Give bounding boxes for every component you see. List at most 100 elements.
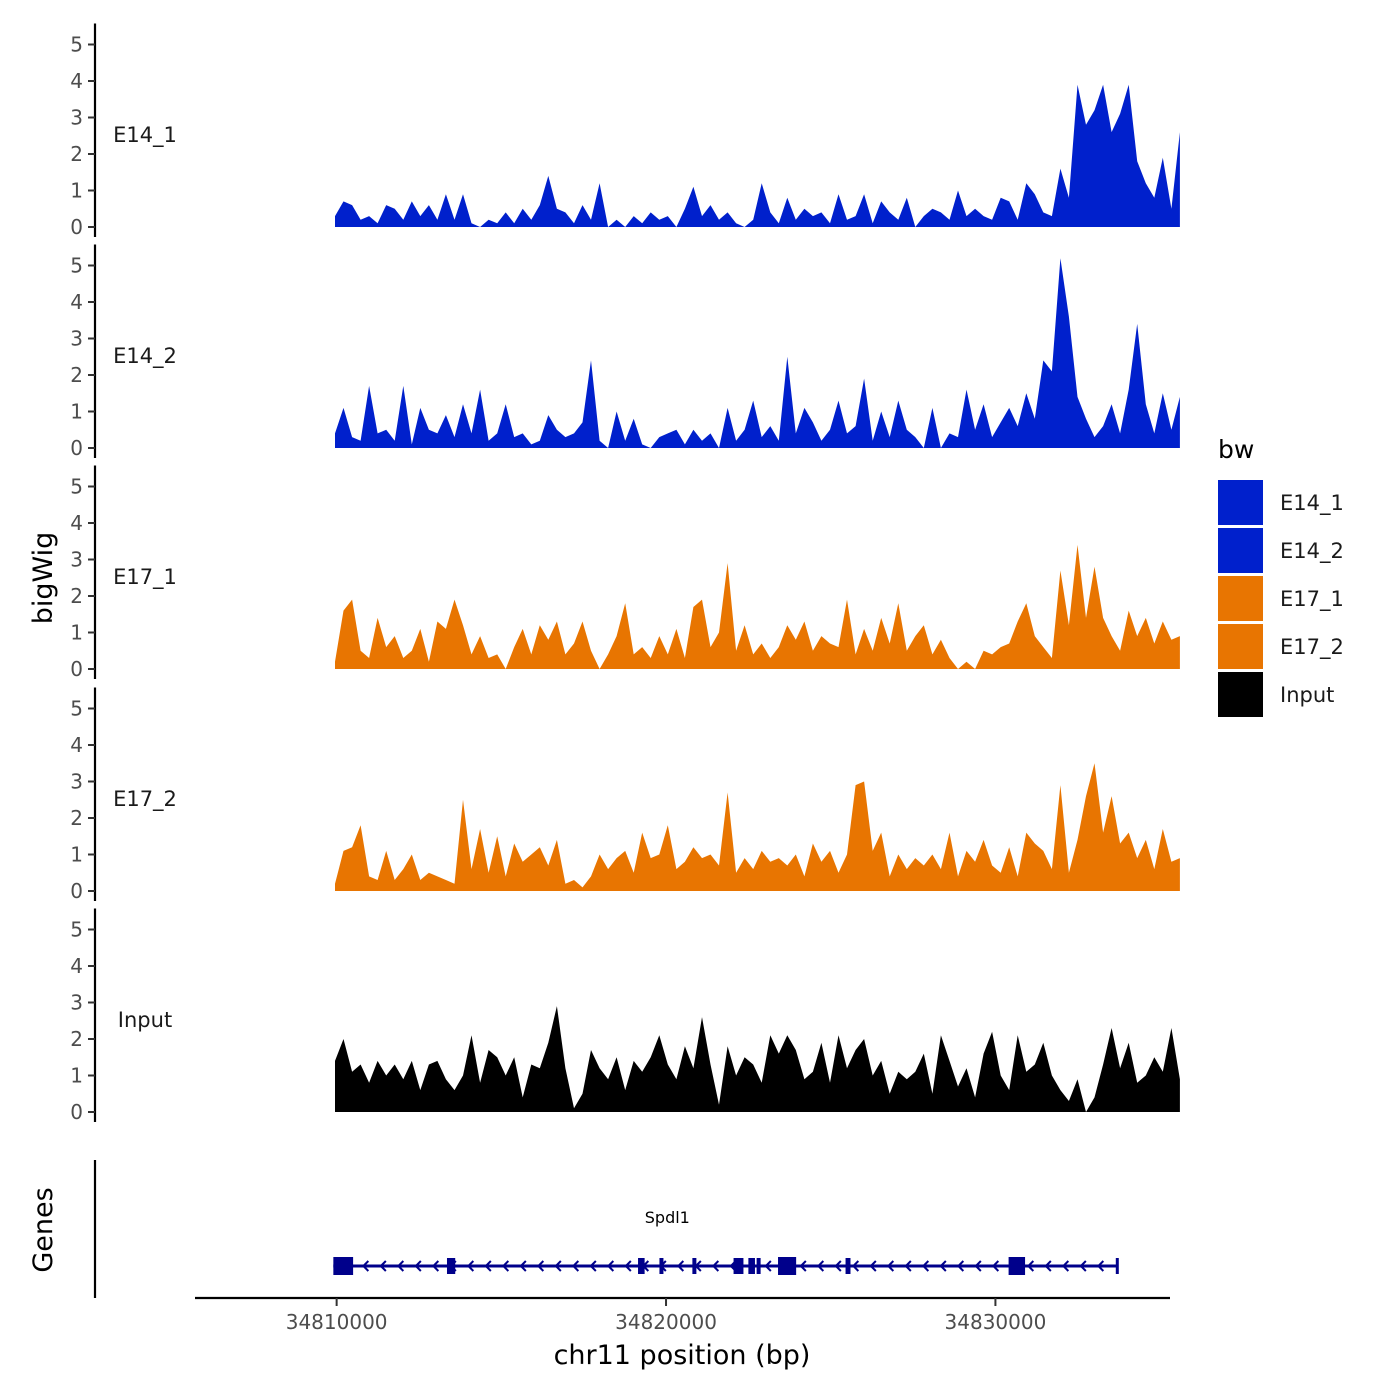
y-tick-label: 4 <box>70 954 83 978</box>
x-tick-label: 34810000 <box>286 1310 388 1334</box>
strand-arrow <box>939 1260 947 1272</box>
strand-arrow <box>501 1260 510 1272</box>
legend-label: E17_2 <box>1280 635 1344 660</box>
coverage-area <box>335 1006 1180 1112</box>
track-e14-2: 0 1 2 3 4 5 E14_2 <box>70 244 1180 460</box>
track-e17-1: 0 1 2 3 4 5 E17_1 <box>70 465 1180 681</box>
legend-swatch <box>1218 624 1263 669</box>
gene-exon <box>692 1258 697 1274</box>
strand-arrow <box>956 1260 965 1272</box>
y-tick-label: 2 <box>70 363 83 387</box>
legend-item-e17-2: E17_2 <box>1218 624 1344 669</box>
x-tick-label: 34830000 <box>945 1310 1047 1334</box>
y-tick-label: 2 <box>70 584 83 608</box>
y-tick-label: 1 <box>70 179 83 203</box>
gene-exon <box>659 1258 664 1274</box>
gene-exon <box>638 1258 645 1274</box>
gene-exon <box>756 1258 761 1274</box>
y-tick-label: 4 <box>70 69 83 93</box>
legend-swatch <box>1218 480 1263 525</box>
y-tick-label: 0 <box>70 436 83 460</box>
y-tick-label: 5 <box>70 697 83 721</box>
legend-label: E17_1 <box>1280 587 1344 612</box>
track-label: E17_1 <box>113 565 177 590</box>
strand-arrow <box>921 1260 930 1272</box>
legend-label: Input <box>1280 683 1334 707</box>
strand-arrow <box>764 1260 772 1272</box>
gene-exon <box>333 1257 354 1275</box>
strand-arrow <box>974 1260 982 1272</box>
strand-arrow <box>676 1260 685 1272</box>
strand-arrow <box>799 1260 807 1272</box>
gene-label: Spdl1 <box>645 1208 690 1227</box>
gene-exon <box>778 1257 797 1275</box>
track-input: 0 1 2 3 4 5 Input <box>70 908 1180 1124</box>
legend-swatch <box>1218 576 1263 621</box>
strand-arrow <box>589 1260 597 1272</box>
legend: bw E14_1 E14_2 E17_1 E17_2 Input <box>1218 435 1344 717</box>
strand-arrow <box>1026 1260 1035 1272</box>
track-label: Input <box>118 1008 172 1032</box>
y-tick-label: 1 <box>70 621 83 645</box>
strand-arrow <box>886 1260 895 1272</box>
gene-exon <box>845 1258 851 1274</box>
y-tick-label: 4 <box>70 511 83 535</box>
track-e14-1: 0 1 2 3 4 5 E14_1 <box>70 23 1180 239</box>
strand-arrow <box>1079 1260 1087 1272</box>
y-tick-label: 3 <box>70 991 83 1015</box>
y-tick-label: 0 <box>70 879 83 903</box>
strand-arrow <box>484 1260 492 1272</box>
y-tick-label: 5 <box>70 254 83 278</box>
strand-arrow <box>571 1260 580 1272</box>
y-tick-label: 0 <box>70 657 83 681</box>
strand-arrow <box>414 1260 422 1272</box>
track-e17-2: 0 1 2 3 4 5 E17_2 <box>70 687 1180 903</box>
genes-axis-title: Genes <box>28 1187 59 1272</box>
y-tick-label: 3 <box>70 327 83 351</box>
strand-arrow <box>816 1260 825 1272</box>
y-tick-label: 3 <box>70 770 83 794</box>
y-tick-label: 5 <box>70 33 83 57</box>
y-tick-label: 0 <box>70 1100 83 1124</box>
coverage-area <box>335 763 1180 891</box>
y-axis-title: bigWig <box>28 532 59 625</box>
strand-arrow <box>711 1260 720 1272</box>
y-tick-label: 1 <box>70 400 83 424</box>
y-tick-label: 0 <box>70 215 83 239</box>
strand-arrow <box>379 1260 387 1272</box>
strand-arrow <box>554 1260 562 1272</box>
strand-arrow <box>536 1260 545 1272</box>
x-axis: 34810000 34820000 34830000 chr11 position (… <box>195 1296 1170 1371</box>
strand-arrow <box>834 1260 842 1272</box>
legend-item-e17-1: E17_1 <box>1218 576 1344 621</box>
strand-arrow <box>466 1260 475 1272</box>
y-tick-label: 1 <box>70 1064 83 1088</box>
track-label: E14_2 <box>113 344 177 369</box>
y-tick-label: 4 <box>70 733 83 757</box>
y-tick-label: 4 <box>70 290 83 314</box>
y-tick-label: 2 <box>70 806 83 830</box>
legend-item-e14-2: E14_2 <box>1218 528 1344 573</box>
x-tick-label: 34820000 <box>615 1310 717 1334</box>
y-tick-label: 3 <box>70 106 83 130</box>
genes-track: Genes Spdl1 <box>28 1160 1119 1298</box>
strand-arrow <box>869 1260 877 1272</box>
coverage-area <box>335 544 1180 669</box>
x-axis-title: chr11 position (bp) <box>554 1340 811 1371</box>
strand-arrow <box>904 1260 912 1272</box>
strand-arrow <box>396 1260 405 1272</box>
gene-exon <box>446 1258 456 1274</box>
gene-exon <box>733 1258 744 1274</box>
gene-exon <box>1008 1257 1026 1275</box>
strand-arrow <box>624 1260 632 1272</box>
strand-arrow <box>361 1260 370 1272</box>
strand-arrow <box>606 1260 615 1272</box>
strand-arrow <box>519 1260 527 1272</box>
coverage-area <box>335 258 1180 448</box>
legend-item-e14-1: E14_1 <box>1218 480 1344 525</box>
y-tick-label: 1 <box>70 843 83 867</box>
legend-label: E14_1 <box>1280 491 1344 516</box>
strand-arrow <box>1044 1260 1052 1272</box>
